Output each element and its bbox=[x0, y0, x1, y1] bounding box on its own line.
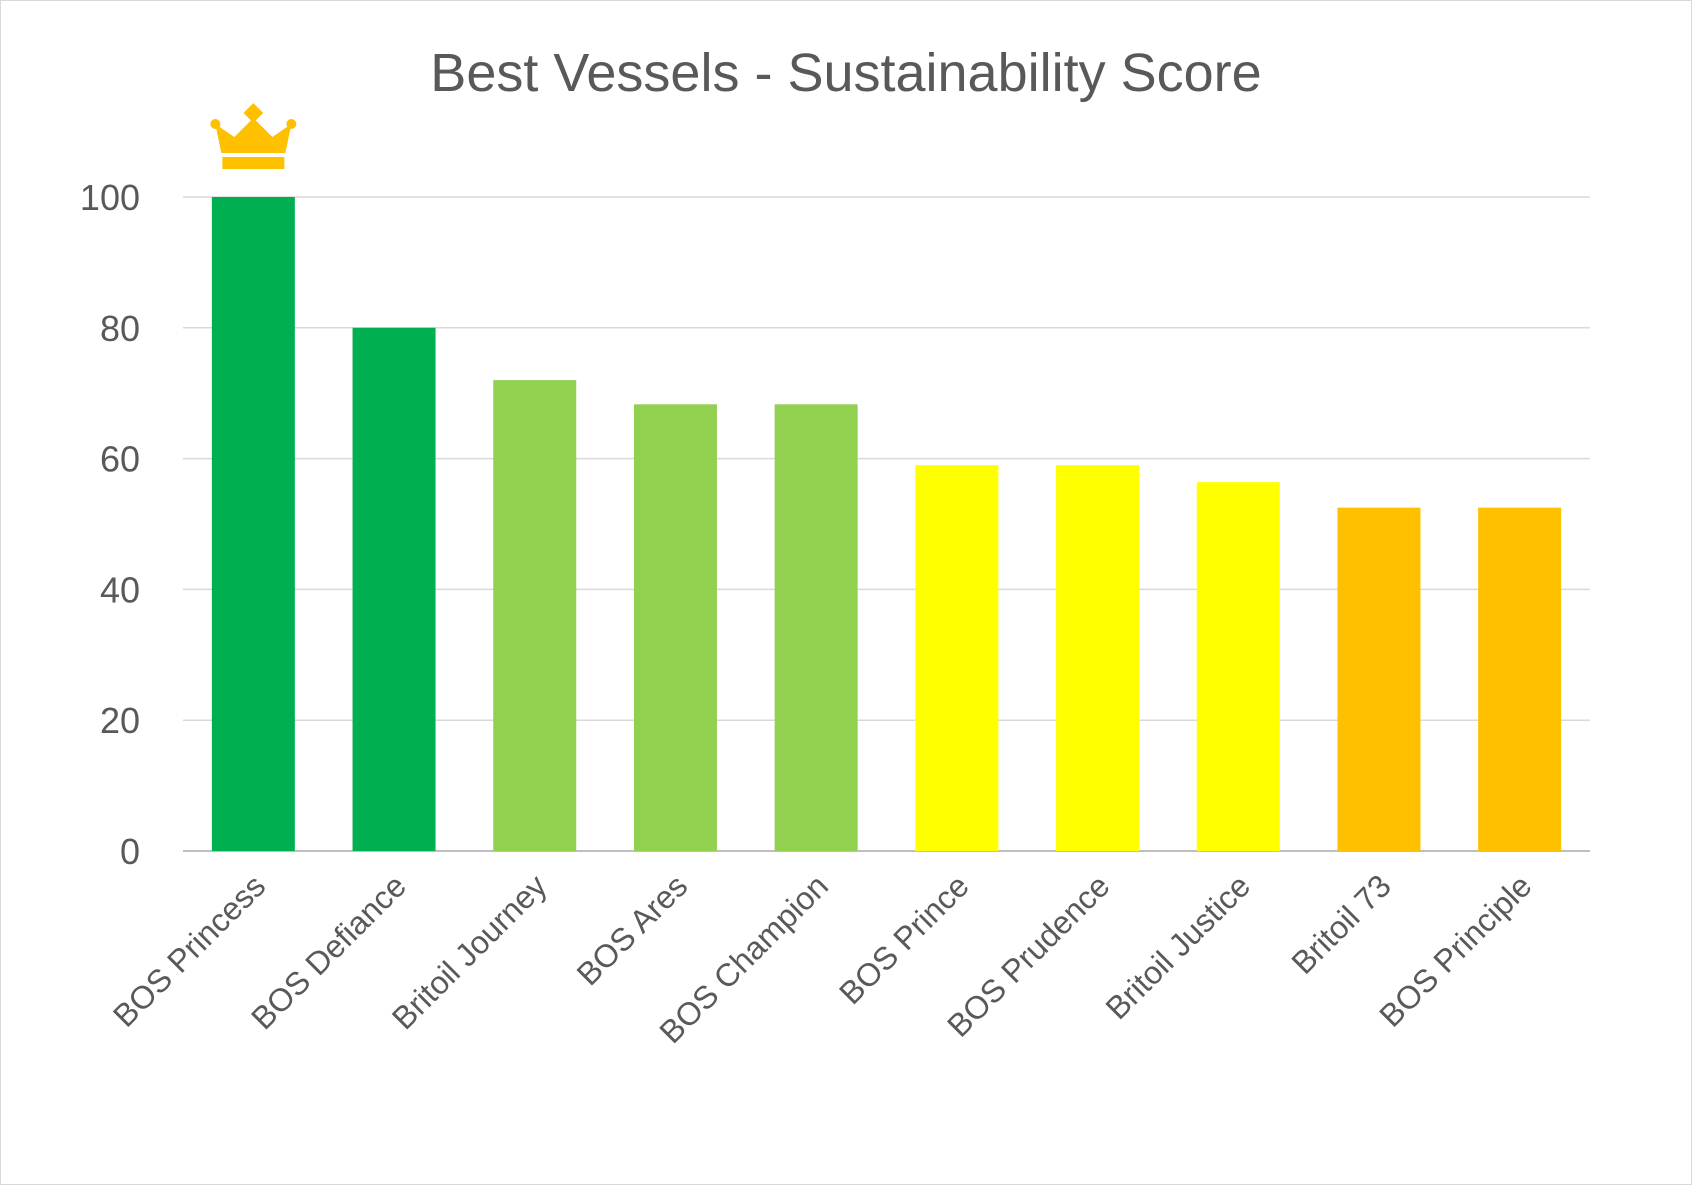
bar bbox=[1056, 465, 1140, 851]
crown-jewel bbox=[243, 103, 264, 123]
bar bbox=[1478, 507, 1562, 851]
bar bbox=[352, 327, 436, 851]
y-tick-label: 60 bbox=[100, 439, 140, 480]
crown-tip bbox=[210, 119, 221, 129]
bar bbox=[633, 404, 717, 851]
bar bbox=[774, 404, 858, 851]
x-tick-label: BOS Ares bbox=[570, 867, 695, 992]
y-axis-ticks: 0 20 40 60 80 100 bbox=[80, 177, 140, 872]
bar bbox=[1196, 482, 1280, 851]
chart-title: Best Vessels - Sustainability Score bbox=[430, 43, 1262, 103]
y-tick-label: 100 bbox=[80, 177, 140, 218]
bar bbox=[493, 380, 577, 851]
crown-band bbox=[222, 157, 285, 169]
x-tick-label: Britoil 73 bbox=[1284, 867, 1397, 980]
y-tick-label: 20 bbox=[100, 700, 140, 741]
y-tick-label: 40 bbox=[100, 569, 140, 610]
crown-tip bbox=[286, 119, 297, 129]
x-tick-label: Britoil Justice bbox=[1098, 867, 1257, 1026]
crown-icon bbox=[210, 103, 297, 169]
crown-body bbox=[215, 118, 292, 153]
x-tick-label: BOS Prince bbox=[832, 867, 976, 1011]
bars bbox=[211, 197, 1562, 851]
bar bbox=[211, 197, 295, 851]
y-tick-label: 80 bbox=[100, 308, 140, 349]
bar bbox=[915, 465, 999, 851]
y-tick-label: 0 bbox=[120, 831, 140, 872]
bar bbox=[1337, 507, 1421, 851]
